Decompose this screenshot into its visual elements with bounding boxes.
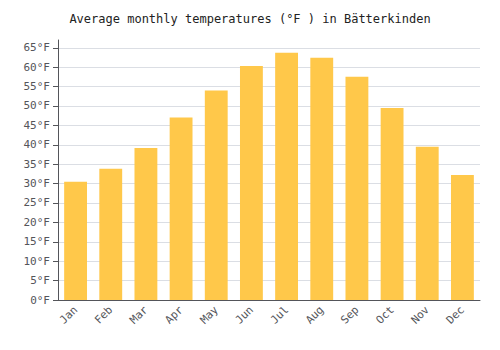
svg-text:Average monthly temperatures (: Average monthly temperatures (°F ) in Bä… <box>69 12 430 26</box>
svg-text:Mar: Mar <box>127 303 150 326</box>
svg-text:20°F: 20°F <box>24 216 51 229</box>
svg-text:5°F: 5°F <box>30 274 50 287</box>
svg-text:Aug: Aug <box>303 303 326 326</box>
svg-text:Dec: Dec <box>444 303 467 326</box>
svg-text:Feb: Feb <box>92 303 115 326</box>
svg-text:45°F: 45°F <box>24 119 51 132</box>
svg-text:55°F: 55°F <box>24 80 51 93</box>
svg-text:Apr: Apr <box>162 303 185 326</box>
svg-text:Oct: Oct <box>373 303 396 326</box>
svg-text:Jan: Jan <box>57 303 80 326</box>
svg-text:15°F: 15°F <box>24 235 51 248</box>
svg-text:30°F: 30°F <box>24 177 51 190</box>
svg-text:Sep: Sep <box>338 303 361 326</box>
svg-text:25°F: 25°F <box>24 196 51 209</box>
svg-text:35°F: 35°F <box>24 158 51 171</box>
svg-text:May: May <box>198 303 221 326</box>
svg-text:40°F: 40°F <box>24 138 51 151</box>
svg-text:50°F: 50°F <box>24 99 51 112</box>
svg-text:Jun: Jun <box>233 303 256 326</box>
svg-text:10°F: 10°F <box>24 255 51 268</box>
svg-text:Nov: Nov <box>409 303 432 326</box>
svg-text:Jul: Jul <box>268 303 291 326</box>
svg-text:0°F: 0°F <box>30 294 50 307</box>
svg-text:60°F: 60°F <box>24 61 51 74</box>
svg-text:65°F: 65°F <box>24 41 51 54</box>
